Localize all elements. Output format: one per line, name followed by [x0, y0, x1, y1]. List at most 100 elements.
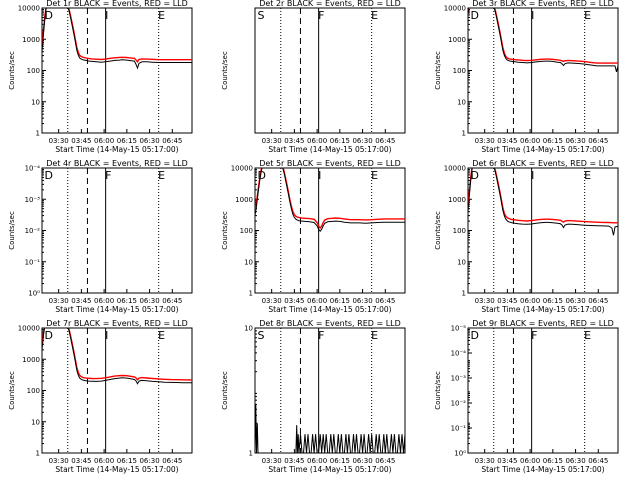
- y-tick-label: 10000: [18, 5, 40, 13]
- x-tick-label: 06:45: [162, 137, 182, 145]
- plot-frame: [254, 167, 406, 294]
- x-axis-label: Start Time (14-May-15 05:17:00): [268, 305, 391, 314]
- x-tick-label: 06:30: [565, 137, 585, 145]
- x-tick-label: 06:30: [139, 137, 159, 145]
- plot-frame: [41, 167, 193, 294]
- x-axis-label: Start Time (14-May-15 05:17:00): [481, 145, 604, 154]
- x-tick-label: 03:30: [262, 457, 282, 465]
- y-tick-label: 100: [27, 387, 40, 395]
- x-axis-label: Start Time (14-May-15 05:17:00): [55, 145, 178, 154]
- panel-title: Det 2r BLACK = Events, RED = LLD: [259, 0, 401, 8]
- y-tick-label: 10: [244, 325, 253, 333]
- x-tick-label: 06:15: [330, 297, 350, 305]
- x-tick-label: 06:30: [352, 297, 372, 305]
- marker-label-f: F: [531, 329, 537, 342]
- panel-det-5: Det 5r BLACK = Events, RED = LLD 03:30 03:…: [221, 159, 406, 314]
- y-axis-label: Counts/sec: [8, 211, 16, 250]
- marker-label-f: F: [318, 9, 324, 22]
- y-axis-label: Counts/sec: [221, 51, 229, 90]
- panel-title: Det 8r BLACK = Events, RED = LLD: [259, 319, 401, 328]
- y-tick-label: 1000: [448, 196, 466, 204]
- panel-title: Det 7r BLACK = Events, RED = LLD: [46, 319, 188, 328]
- y-tick-label: 10⁻³: [451, 375, 467, 383]
- marker-label-i: I: [531, 169, 534, 182]
- series-events-line: [255, 168, 405, 233]
- marker-label-i: I: [105, 329, 108, 342]
- x-axis-label: Start Time (14-May-15 05:17:00): [268, 145, 391, 154]
- panel-title: Det 3r BLACK = Events, RED = LLD: [472, 0, 614, 8]
- y-tick-label: 100: [453, 227, 466, 235]
- y-axis-label: Counts/sec: [434, 51, 442, 90]
- x-tick-label: 06:45: [162, 297, 182, 305]
- marker-label-d: D: [45, 9, 53, 22]
- x-tick-label: 03:45: [497, 137, 517, 145]
- x-tick-label: 06:15: [543, 457, 563, 465]
- x-tick-label: 03:30: [49, 457, 69, 465]
- x-tick-label: 06:30: [565, 297, 585, 305]
- marker-label-d: D: [45, 329, 53, 342]
- y-tick-label: 1: [462, 130, 466, 138]
- x-tick-label: 06:15: [117, 137, 137, 145]
- series-lld-line: [42, 8, 192, 63]
- panel-title: Det 4r BLACK = Events, RED = LLD: [46, 159, 188, 168]
- x-tick-label: 06:45: [162, 457, 182, 465]
- marker-label-e: E: [371, 9, 378, 22]
- marker-label-s: S: [258, 329, 265, 342]
- x-axis-label: Start Time (14-May-15 05:17:00): [55, 305, 178, 314]
- x-tick-label: 06:15: [117, 297, 137, 305]
- x-tick-label: 03:30: [49, 137, 69, 145]
- series-events-line: [42, 8, 192, 70]
- y-tick-label: 10000: [231, 165, 253, 173]
- x-tick-label: 06:00: [94, 457, 114, 465]
- marker-label-i: I: [105, 9, 108, 22]
- y-tick-label: 100: [453, 67, 466, 75]
- series-events-line: [255, 404, 405, 453]
- y-tick-label: 10⁻²: [451, 400, 467, 408]
- x-tick-label: 06:30: [352, 137, 372, 145]
- y-tick-label: 10⁻²: [25, 227, 41, 235]
- y-axis-label: Counts/sec: [434, 211, 442, 250]
- y-tick-label: 1000: [448, 36, 466, 44]
- marker-label-e: E: [584, 329, 591, 342]
- y-tick-label: 1000: [235, 196, 253, 204]
- x-tick-label: 06:30: [352, 457, 372, 465]
- x-tick-label: 06:00: [520, 457, 540, 465]
- y-tick-label: 10000: [444, 165, 466, 173]
- x-axis-label: Start Time (14-May-15 05:17:00): [268, 465, 391, 474]
- x-tick-label: 03:45: [71, 297, 91, 305]
- x-tick-label: 03:45: [497, 457, 517, 465]
- panel-title: Det 1r BLACK = Events, RED = LLD: [46, 0, 188, 8]
- x-tick-label: 06:30: [139, 297, 159, 305]
- marker-label-d: D: [45, 169, 53, 182]
- y-tick-label: 10: [31, 418, 40, 426]
- x-tick-label: 03:45: [497, 297, 517, 305]
- plot-frame: [41, 327, 193, 454]
- y-tick-label: 1: [249, 290, 253, 298]
- marker-label-d: D: [471, 169, 479, 182]
- panel-title: Det 6r BLACK = Events, RED = LLD: [472, 159, 614, 168]
- y-tick-label: 10⁻⁴: [25, 165, 41, 173]
- panel-title: Det 5r BLACK = Events, RED = LLD: [259, 159, 401, 168]
- x-tick-label: 06:00: [307, 457, 327, 465]
- x-tick-label: 06:45: [588, 297, 608, 305]
- marker-label-e: E: [158, 169, 165, 182]
- x-tick-label: 03:30: [262, 297, 282, 305]
- y-tick-label: 100: [240, 227, 253, 235]
- panel-det-2: Det 2r BLACK = Events, RED = LLD 03:30 03:…: [221, 0, 406, 154]
- panel-det-8: Det 8r BLACK = Events, RED = LLD 03:30 03:…: [221, 319, 406, 474]
- panel-det-3: Det 3r BLACK = Events, RED = LLD 03:30 03:…: [434, 0, 619, 154]
- x-tick-label: 03:30: [262, 137, 282, 145]
- x-tick-label: 06:30: [565, 457, 585, 465]
- series-lld-line: [255, 168, 405, 230]
- y-tick-label: 1: [36, 450, 40, 458]
- x-tick-label: 06:00: [520, 297, 540, 305]
- plot-frame: [467, 167, 619, 294]
- series-lld-line: [42, 328, 192, 381]
- x-tick-label: 06:00: [94, 137, 114, 145]
- y-tick-label: 10⁻¹: [451, 425, 467, 433]
- series-events-line: [468, 8, 618, 73]
- marker-label-e: E: [371, 329, 378, 342]
- y-tick-label: 1000: [22, 36, 40, 44]
- x-tick-label: 03:30: [475, 457, 495, 465]
- x-tick-label: 06:45: [588, 137, 608, 145]
